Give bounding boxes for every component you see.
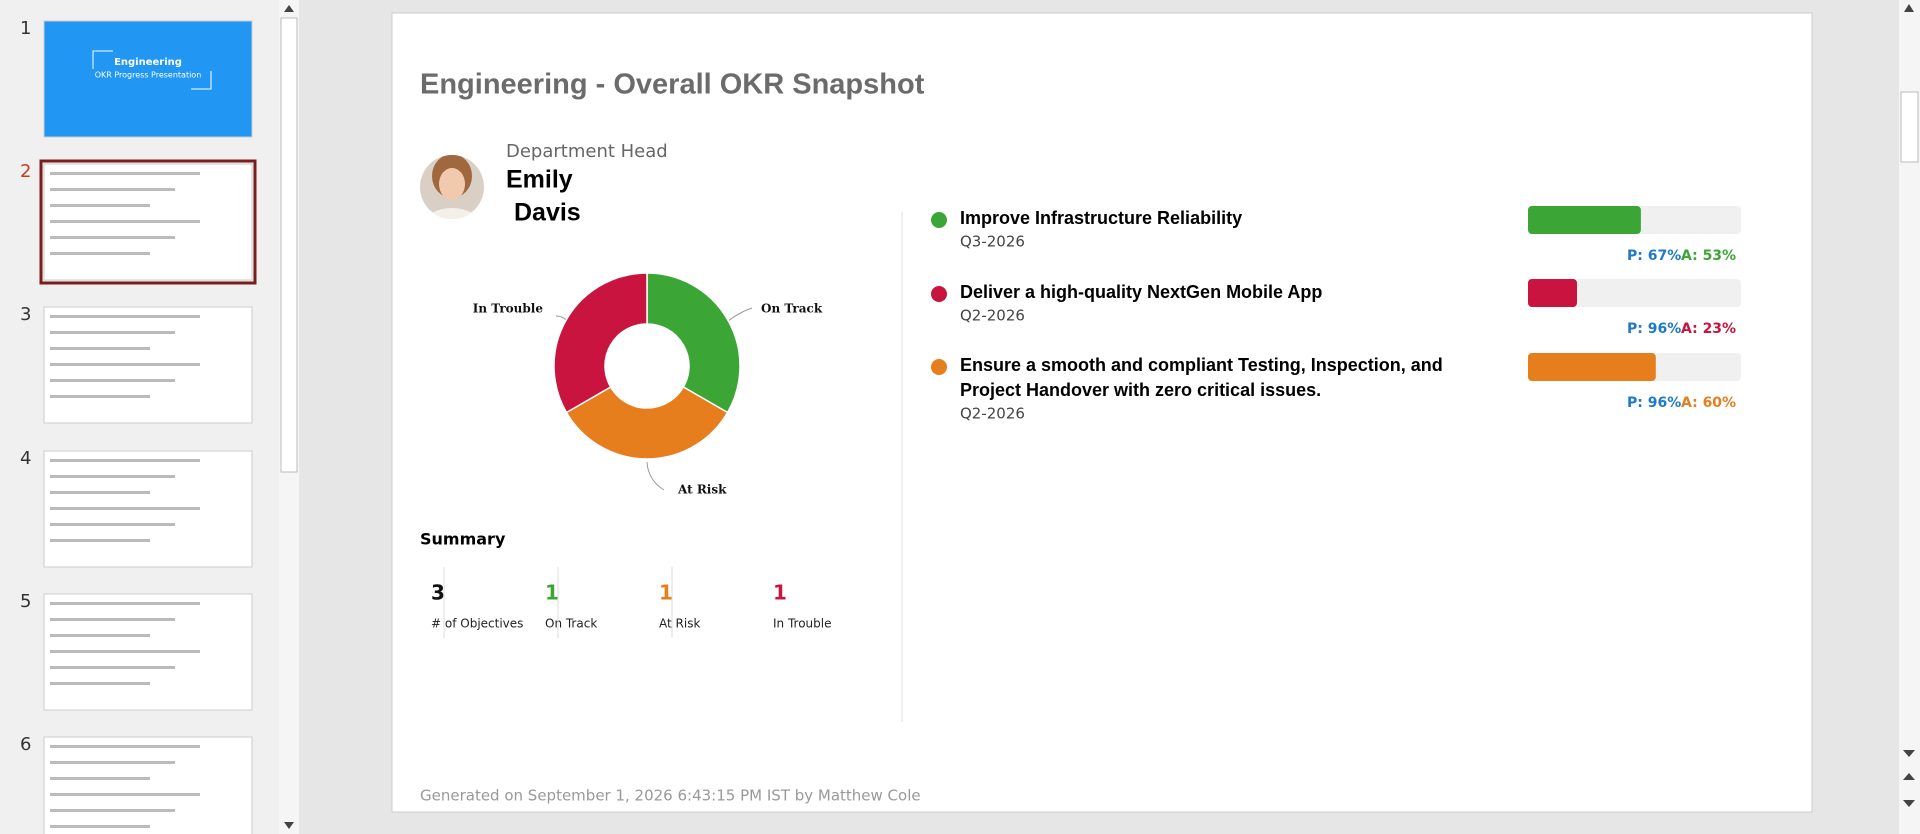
thumb-line [50,682,150,685]
objective-title: Improve Infrastructure Reliability [960,208,1242,228]
thumb-line [50,809,175,812]
planned-label: P: 96% [1627,321,1681,337]
progress-bar [1528,279,1577,307]
objective-title: Project Handover with zero critical issu… [960,380,1321,400]
thumb-line [50,507,200,510]
thumb-line [50,315,200,318]
slide-thumbnail[interactable] [43,20,253,138]
owner-first-name: Emily [506,166,573,194]
slide-thumbnail[interactable] [43,736,253,834]
summary-value: 3 [431,581,445,605]
summary-value: 1 [659,581,673,605]
thumb-line [50,204,150,207]
summary-label: # of Objectives [431,617,523,631]
summary-label: At Risk [659,617,700,631]
status-dot [931,212,947,228]
thumb-line [50,666,175,669]
thumb-line [50,825,150,828]
thumb-line [50,347,150,350]
thumb-line [50,220,200,223]
actual-label: A: 23% [1681,321,1736,337]
slide-number: 3 [20,304,31,325]
thumb-line [50,172,200,175]
summary-label: On Track [545,617,597,631]
thumb-line [50,188,175,191]
owner-role: Department Head [506,141,668,162]
footer: Generated on September 1, 2026 6:43:15 P… [420,787,921,805]
thumb-corners [92,50,212,90]
thumb-title: Engineering [114,57,182,68]
actual-label: A: 60% [1681,395,1736,411]
scroll-thumb[interactable] [280,17,298,473]
planned-label: P: 67% [1627,248,1681,264]
thumb-line [50,634,150,637]
objective-period: Q2-2026 [960,307,1025,325]
thumb-line [50,523,175,526]
thumb-line [50,331,175,334]
summary-value: 1 [545,581,559,605]
slide-title: Engineering - Overall OKR Snapshot [420,69,925,101]
progress-track [1528,279,1741,307]
thumb-line [50,793,200,796]
thumb-line [50,650,200,653]
thumb-line [50,539,150,542]
donut-label: In Trouble [473,302,544,316]
actual-label: A: 53% [1681,248,1736,264]
editor-scrollbar[interactable] [1899,0,1920,834]
owner-last-name: Davis [514,199,581,227]
slide-number: 1 [20,18,31,39]
selected-frame [39,159,257,285]
thumb-line [50,236,175,239]
slide-number: 4 [20,448,31,469]
slide-number: 5 [20,591,31,612]
thumb-line [50,777,150,780]
status-dot [931,286,947,302]
donut-label: On Track [761,302,823,316]
thumb-line [50,745,200,748]
summary-label: In Trouble [773,617,831,631]
thumb-line [50,379,175,382]
objective-title: Ensure a smooth and compliant Testing, I… [960,355,1443,375]
slide-number: 2 [20,161,31,182]
donut-label: At Risk [677,483,727,497]
donut-segment [646,272,741,414]
thumb-subtitle: OKR Progress Presentation [95,71,202,80]
donut-segment [553,272,648,414]
progress-bar [1528,206,1641,234]
donut-segment [565,385,729,460]
objective-period: Q3-2026 [960,233,1025,251]
objective-period: Q2-2026 [960,405,1025,423]
objective-title: Deliver a high-quality NextGen Mobile Ap… [960,282,1322,302]
summary-title: Summary [420,530,506,549]
thumb-line [50,395,150,398]
thumb-line [50,252,150,255]
progress-bar [1528,353,1656,381]
thumb-line [50,475,175,478]
slide-number: 6 [20,734,31,755]
thumb-line [50,491,150,494]
editor-scroll-thumb[interactable] [1900,91,1919,163]
thumb-line [50,761,175,764]
thumb-line [50,363,200,366]
thumb-line [50,459,200,462]
planned-label: P: 96% [1627,395,1681,411]
thumb-line [50,602,200,605]
status-dot [931,359,947,375]
summary-value: 1 [773,581,787,605]
avatar [420,155,484,219]
thumb-line [50,618,175,621]
